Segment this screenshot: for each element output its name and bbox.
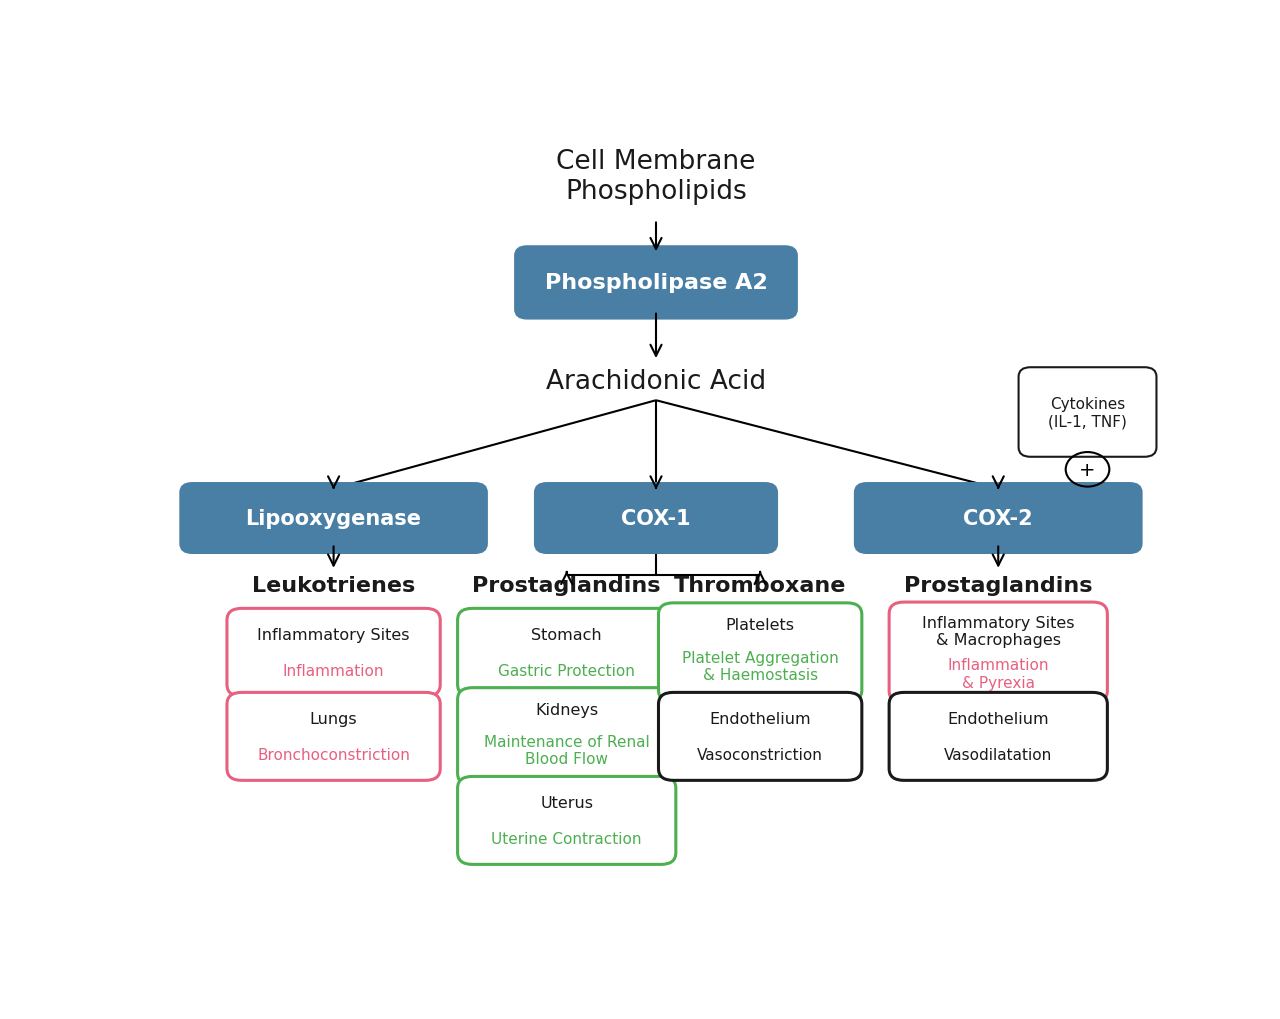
Text: Leukotrienes: Leukotrienes xyxy=(252,575,415,595)
Text: Inflammation
& Pyrexia: Inflammation & Pyrexia xyxy=(947,657,1050,690)
FancyBboxPatch shape xyxy=(227,608,440,697)
FancyBboxPatch shape xyxy=(535,484,777,553)
Text: Uterus: Uterus xyxy=(540,796,593,810)
Text: COX-2: COX-2 xyxy=(964,508,1033,529)
Text: Kidneys: Kidneys xyxy=(535,702,598,717)
Text: COX-1: COX-1 xyxy=(621,508,691,529)
Text: Inflammatory Sites: Inflammatory Sites xyxy=(257,628,410,643)
Text: Platelet Aggregation
& Haemostasis: Platelet Aggregation & Haemostasis xyxy=(682,650,838,683)
Text: Lungs: Lungs xyxy=(310,711,357,727)
Text: Uterine Contraction: Uterine Contraction xyxy=(492,830,643,846)
Text: Inflammation: Inflammation xyxy=(283,663,384,678)
FancyBboxPatch shape xyxy=(890,602,1107,703)
FancyBboxPatch shape xyxy=(658,693,861,781)
Text: Platelets: Platelets xyxy=(726,618,795,633)
FancyBboxPatch shape xyxy=(855,484,1142,553)
Text: Bronchoconstriction: Bronchoconstriction xyxy=(257,747,410,762)
Text: Inflammatory Sites
& Macrophages: Inflammatory Sites & Macrophages xyxy=(922,615,1074,648)
Text: Endothelium: Endothelium xyxy=(947,711,1050,727)
FancyBboxPatch shape xyxy=(1019,368,1156,458)
Text: Vasodilatation: Vasodilatation xyxy=(945,747,1052,762)
FancyBboxPatch shape xyxy=(658,603,861,702)
Text: Cell Membrane
Phospholipids: Cell Membrane Phospholipids xyxy=(557,149,755,205)
FancyBboxPatch shape xyxy=(180,484,486,553)
Text: Thromboxane: Thromboxane xyxy=(675,575,846,595)
Text: +: + xyxy=(1079,461,1096,479)
Text: Endothelium: Endothelium xyxy=(709,711,812,727)
FancyBboxPatch shape xyxy=(457,608,676,697)
FancyBboxPatch shape xyxy=(890,693,1107,781)
Text: Cytokines
(IL-1, TNF): Cytokines (IL-1, TNF) xyxy=(1048,396,1126,429)
Text: Arachidonic Acid: Arachidonic Acid xyxy=(547,368,765,394)
FancyBboxPatch shape xyxy=(227,693,440,781)
FancyBboxPatch shape xyxy=(515,247,797,319)
Text: Prostaglandins: Prostaglandins xyxy=(904,575,1093,595)
Text: Phospholipase A2: Phospholipase A2 xyxy=(544,273,768,293)
Text: Maintenance of Renal
Blood Flow: Maintenance of Renal Blood Flow xyxy=(484,734,649,766)
Text: Vasoconstriction: Vasoconstriction xyxy=(698,747,823,762)
Text: Gastric Protection: Gastric Protection xyxy=(498,663,635,678)
FancyBboxPatch shape xyxy=(457,776,676,864)
Text: Lipooxygenase: Lipooxygenase xyxy=(246,508,421,529)
Text: Prostaglandins: Prostaglandins xyxy=(472,575,660,595)
Text: Stomach: Stomach xyxy=(531,628,602,643)
FancyBboxPatch shape xyxy=(457,688,676,786)
